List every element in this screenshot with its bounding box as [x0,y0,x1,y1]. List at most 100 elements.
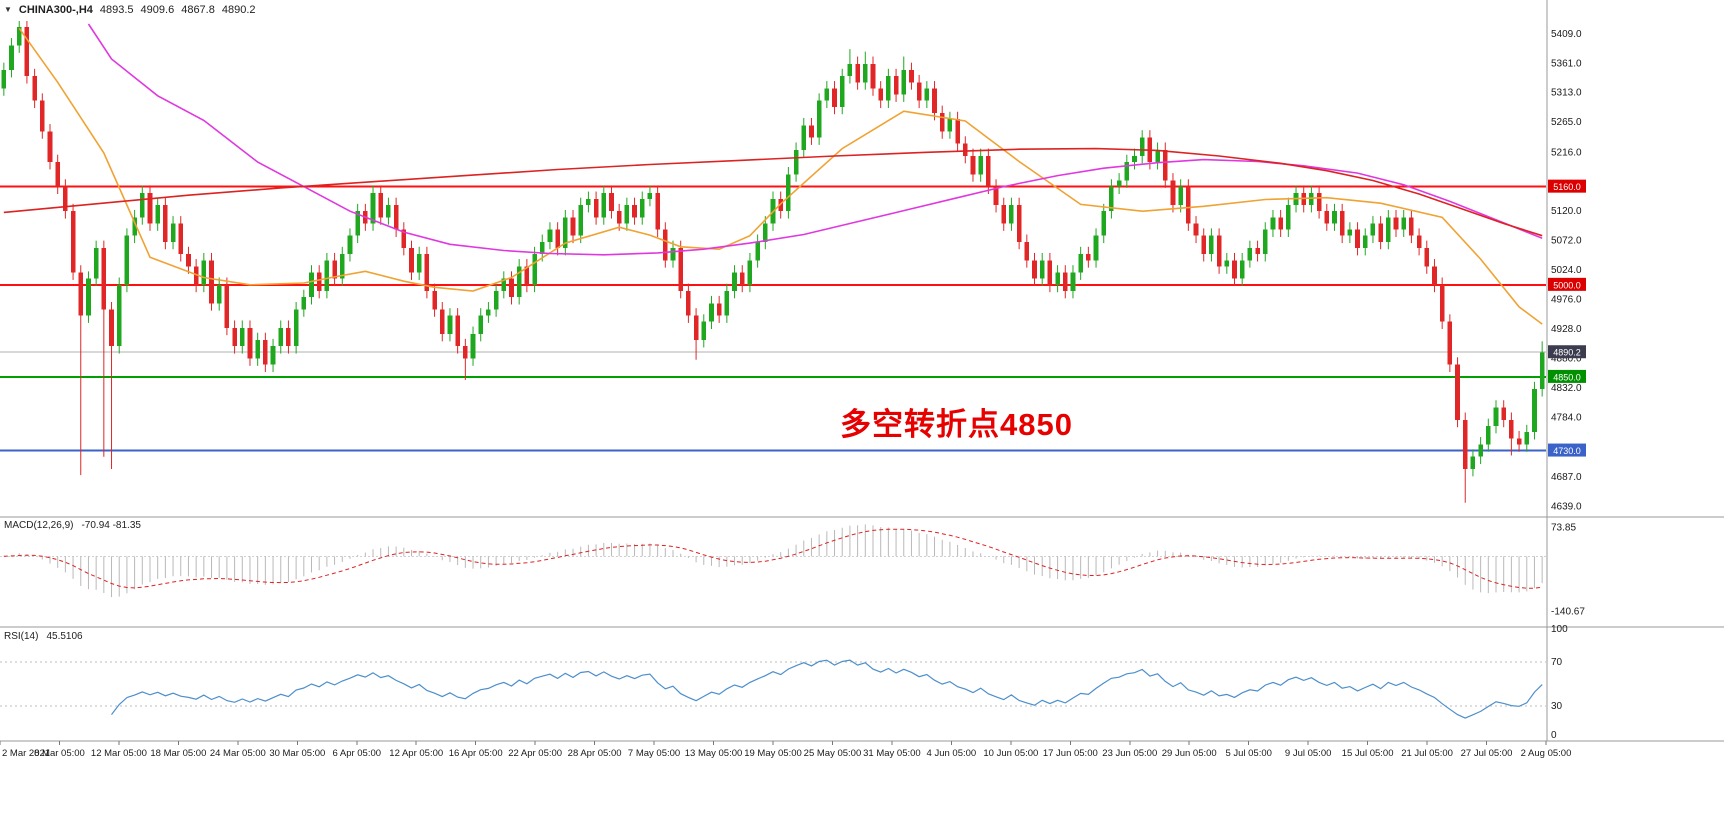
candle-body [39,100,45,132]
candle-body [1424,248,1430,267]
candle-body [270,346,276,365]
price-badge-5160.0 [1548,179,1586,193]
candle-body [1470,456,1476,469]
candle-body [324,260,330,291]
candle-body [409,248,414,273]
candle-body [1047,260,1053,285]
symbol-label: CHINA300-,H4 [18,4,93,16]
symbol-dropdown-icon[interactable]: ▼ [4,5,12,14]
price-badge-label: 4890.2 [1553,348,1581,358]
rsi-axis-label: 70 [1551,657,1563,668]
price-axis-label: 5120.0 [1551,206,1582,217]
candle-body [86,278,91,316]
candle-body [832,88,837,107]
macd-axis-label: -140.67 [1551,607,1585,618]
candle-body [1009,205,1014,224]
candle-body [109,309,114,347]
candle-body [693,315,699,341]
candle-body [1155,149,1160,163]
candle-body [1378,223,1383,242]
date-label: 7 May 05:00 [628,748,680,759]
date-label: 31 May 05:00 [863,748,921,759]
candle-body [101,248,107,310]
candle-body [1447,321,1453,365]
candle-body [16,27,22,46]
candle-body [962,143,968,156]
candle-body [178,223,184,255]
candle-body [709,303,714,322]
candle-body [839,76,845,107]
price-badge-label: 5160.0 [1553,182,1581,192]
candle-body [916,82,922,101]
candle-body [1524,432,1530,445]
candle-body [232,327,237,347]
candle-body [216,284,222,304]
candle-body [1162,149,1168,181]
date-label: 25 May 05:00 [804,748,862,759]
date-label: 21 Jul 05:00 [1401,748,1453,759]
date-label: 12 Mar 05:00 [91,748,147,759]
candle-body [478,315,484,334]
date-label: 23 Jun 05:00 [1102,748,1157,759]
candle-body [193,266,199,285]
candle-body [747,260,753,285]
candle-body [1101,211,1107,236]
candle-body [970,155,976,175]
candle-body [701,321,707,341]
date-label: 2 Mar 2021 [2,748,50,759]
date-label: 18 Mar 05:00 [150,748,206,759]
candle-body [570,217,576,236]
candle-body [793,149,799,175]
candle-body [1039,260,1045,279]
ohlc-low: 4867.8 [181,4,215,16]
price-axis-label: 5265.0 [1551,117,1582,128]
candle-body [1362,235,1368,249]
candle-body [1516,438,1522,445]
candle-body [824,88,830,101]
ma-line-fast-orange [18,27,1543,325]
candle-body [286,327,291,347]
candle-body [1370,223,1376,236]
candle-body [1116,180,1122,187]
candle-body [424,254,430,291]
macd-axis-label: 73.85 [1551,522,1576,533]
candles-layer[interactable] [1,20,1545,503]
candle-body [1393,217,1399,230]
candle-body [1001,205,1007,224]
price-axis-label: 4976.0 [1551,295,1582,306]
macd-panel-title: MACD(12,26,9) -70.94 -81.35 [4,520,141,531]
candle-body [55,162,60,187]
candle-body [47,131,53,163]
candle-body [809,125,814,138]
candle-body [416,254,422,273]
candle-body [778,198,783,212]
candle-body [1055,272,1060,285]
candle-body [1286,205,1291,230]
candle-body [24,27,30,77]
candle-body [1455,364,1460,420]
date-label: 12 Apr 05:00 [389,748,443,759]
candle-body [816,100,822,138]
price-axis-label: 5072.0 [1551,236,1582,247]
price-axis-label: 4784.0 [1551,412,1582,423]
candle-body [1,70,7,89]
rsi-label: RSI(14) [4,631,39,642]
candle-body [1347,229,1353,236]
candle-body [978,155,983,175]
candle-body [878,88,883,101]
candle-body [347,235,353,255]
ohlc-high: 4909.6 [140,4,175,16]
candle-body [309,272,314,298]
candle-body [432,290,437,310]
annotation-text[interactable]: 多空转折点4850 [840,407,1073,442]
rsi-axis-label: 0 [1551,730,1557,741]
candle-body [1493,407,1499,427]
candle-body [532,254,537,285]
candle-body [78,272,84,316]
candle-body [1016,205,1022,242]
candle-body [632,205,637,218]
candle-body [578,205,584,236]
candle-body [1186,186,1191,224]
